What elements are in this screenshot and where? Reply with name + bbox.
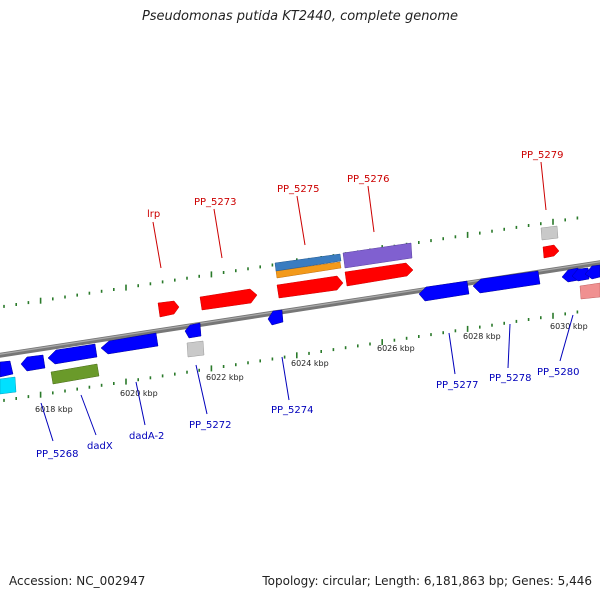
- gene-pp-5275-feature-blue: [274, 253, 342, 272]
- gene-pp-5268[interactable]: [0, 360, 14, 378]
- gene-reverse-2[interactable]: [20, 354, 46, 372]
- genome-summary-text: Topology: circular; Length: 6,181,863 bp…: [262, 574, 592, 588]
- tick-label-6030: 6030 kbp: [550, 322, 588, 331]
- gray-feature-top: [540, 225, 559, 241]
- tick-label-6018: 6018 kbp: [35, 405, 73, 414]
- gene-label-pp-5277[interactable]: PP_5277: [436, 380, 479, 391]
- map-title: Pseudomonas putida KT2440, complete geno…: [141, 9, 459, 24]
- gene-pp-5272[interactable]: [184, 322, 202, 339]
- gene-pp-5274[interactable]: [267, 309, 284, 326]
- gene-label-pp-5268[interactable]: PP_5268: [36, 449, 79, 460]
- gene-label-lrp[interactable]: lrp: [147, 209, 160, 220]
- forward-label-leaders: [152, 161, 547, 269]
- gene-pp-5273[interactable]: [199, 288, 258, 311]
- gene-label-pp-5274[interactable]: PP_5274: [271, 405, 314, 416]
- gene-pp-5276-feature: [342, 242, 413, 269]
- gene-label-pp-5279[interactable]: PP_5279: [521, 150, 564, 161]
- gene-label-pp-5275[interactable]: PP_5275: [277, 184, 320, 195]
- gene-label-pp-5276[interactable]: PP_5276: [347, 174, 390, 185]
- accession-text: Accession: NC_002947: [9, 574, 146, 588]
- gene-label-dadx[interactable]: dadX: [87, 441, 113, 452]
- dadx-feature: [50, 363, 100, 385]
- tick-label-6028: 6028 kbp: [463, 332, 501, 341]
- cyan-feature: [0, 376, 17, 395]
- gene-dadx[interactable]: [47, 343, 98, 365]
- gene-pp-5278[interactable]: [472, 270, 541, 294]
- gene-pp-5276[interactable]: [344, 262, 414, 287]
- reverse-label-leaders: [40, 314, 574, 442]
- gene-label-pp-5280[interactable]: PP_5280: [537, 367, 580, 378]
- gene-pp-5275-feature-orange: [275, 261, 342, 279]
- gene-label-pp-5273[interactable]: PP_5273: [194, 197, 237, 208]
- tick-label-6024: 6024 kbp: [291, 359, 329, 368]
- tick-label-6026: 6026 kbp: [377, 344, 415, 353]
- gene-label-pp-5278[interactable]: PP_5278: [489, 373, 532, 384]
- tick-marks: [3, 216, 579, 402]
- gene-label-dada-2[interactable]: dadA-2: [129, 431, 164, 442]
- gray-feature-bottom: [186, 340, 205, 358]
- gene-pp-5275[interactable]: [276, 275, 344, 299]
- gene-lrp[interactable]: [157, 300, 180, 318]
- gene-dada-2[interactable]: [100, 332, 159, 355]
- gene-pp-5277[interactable]: [418, 280, 470, 302]
- gene-pp-5279[interactable]: [542, 244, 560, 259]
- gene-reverse-11[interactable]: [584, 264, 600, 280]
- pink-feature: [579, 282, 600, 300]
- tick-label-6022: 6022 kbp: [206, 373, 244, 382]
- gene-label-pp-5272[interactable]: PP_5272: [189, 420, 232, 431]
